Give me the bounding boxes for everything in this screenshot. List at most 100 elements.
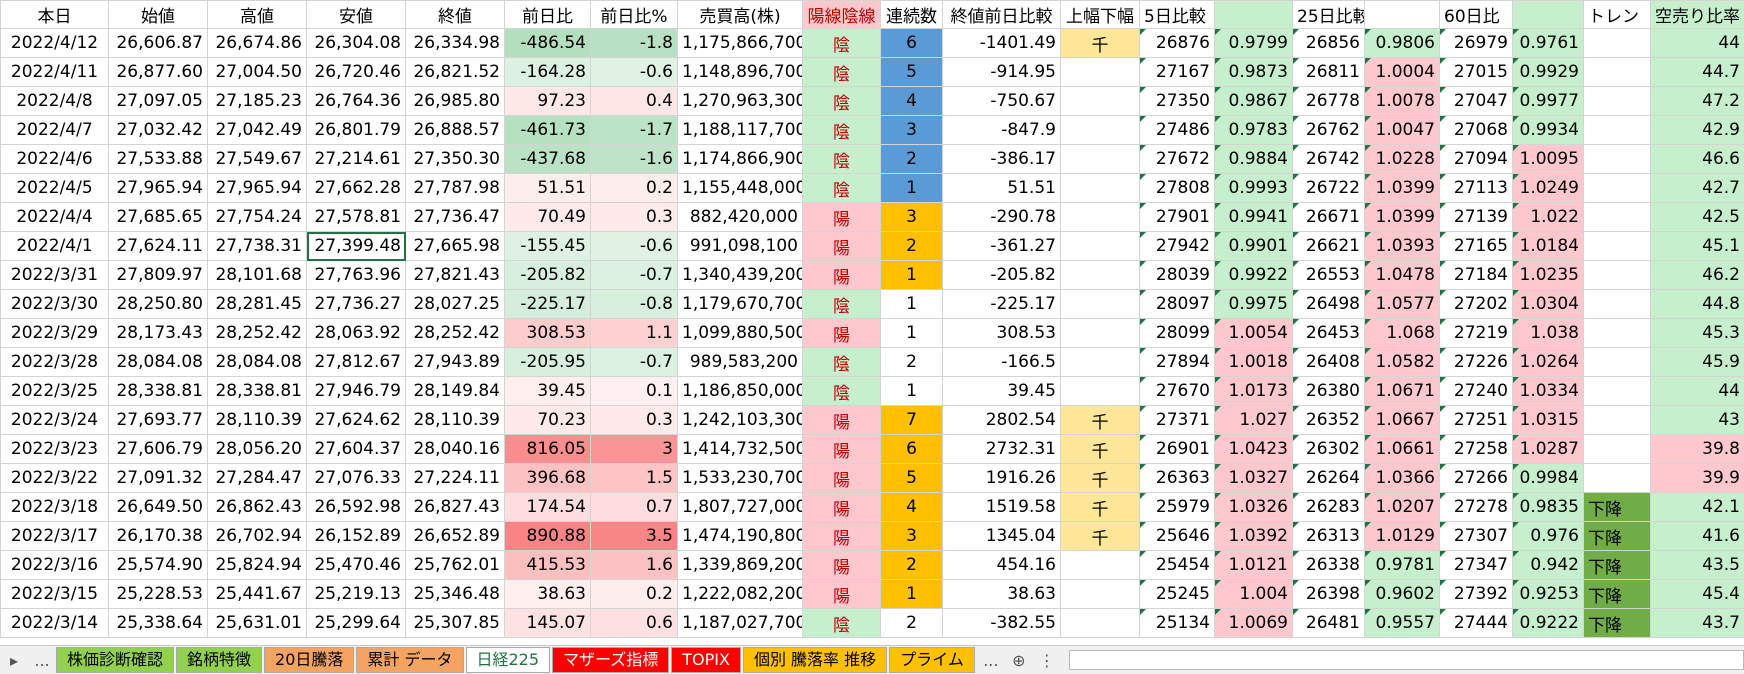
cell[interactable]: 26,152.89 [307, 522, 406, 551]
cell[interactable]: 44 [1651, 29, 1744, 58]
cell[interactable]: 1519.58 [943, 493, 1061, 522]
cell[interactable]: 27486 [1140, 116, 1215, 145]
cell[interactable]: 27,350.30 [406, 145, 505, 174]
cell[interactable]: 816.05 [505, 435, 591, 464]
cell[interactable]: 1.0326 [1215, 493, 1293, 522]
cell[interactable]: 1,175,866,700 [678, 29, 803, 58]
cell[interactable]: 1,339,869,200 [678, 551, 803, 580]
cell[interactable]: 3.5 [591, 522, 678, 551]
cell[interactable]: 2 [881, 551, 943, 580]
cell[interactable]: 0.9934 [1513, 116, 1584, 145]
cell[interactable] [1061, 232, 1140, 261]
cell[interactable]: -225.17 [505, 290, 591, 319]
cell[interactable]: 27,076.33 [307, 464, 406, 493]
cell[interactable]: 5 [881, 464, 943, 493]
cell[interactable]: 27113 [1440, 174, 1513, 203]
cell[interactable]: 28,338.81 [109, 377, 208, 406]
header-cell[interactable]: 5日比較 [1140, 1, 1215, 29]
cell[interactable]: 27,004.50 [208, 58, 307, 87]
header-cell[interactable]: 始値 [109, 1, 208, 29]
cell[interactable]: 27,787.98 [406, 174, 505, 203]
cell[interactable] [1584, 319, 1651, 348]
cell[interactable]: -750.67 [943, 87, 1061, 116]
cell[interactable] [1584, 348, 1651, 377]
cell[interactable]: 26338 [1293, 551, 1365, 580]
cell[interactable]: 27347 [1440, 551, 1513, 580]
cell[interactable]: 26,827.43 [406, 493, 505, 522]
cell[interactable]: -205.82 [505, 261, 591, 290]
cell[interactable]: 27307 [1440, 522, 1513, 551]
cell[interactable]: 25,219.13 [307, 580, 406, 609]
cell[interactable]: 1,174,866,900 [678, 145, 803, 174]
cell[interactable] [1584, 435, 1651, 464]
cell[interactable]: 26408 [1293, 348, 1365, 377]
header-cell[interactable]: 終値前日比較 [943, 1, 1061, 29]
cell[interactable]: 26302 [1293, 435, 1365, 464]
cell[interactable]: 0.9806 [1365, 29, 1440, 58]
cell[interactable]: 27,032.42 [109, 116, 208, 145]
cell[interactable]: 2 [881, 232, 943, 261]
header-cell[interactable]: 60日比 [1440, 1, 1513, 29]
cell[interactable] [1584, 58, 1651, 87]
cell[interactable]: 1,186,850,000 [678, 377, 803, 406]
cell[interactable]: 0.9977 [1513, 87, 1584, 116]
cell[interactable]: 3 [881, 116, 943, 145]
header-cell[interactable]: 前日比 [505, 1, 591, 29]
cell[interactable]: 27184 [1440, 261, 1513, 290]
cell[interactable]: 26,652.89 [406, 522, 505, 551]
cell[interactable]: 26979 [1440, 29, 1513, 58]
cell[interactable]: 45.9 [1651, 348, 1744, 377]
cell[interactable]: 27,763.96 [307, 261, 406, 290]
cell[interactable]: 1.0392 [1215, 522, 1293, 551]
cell[interactable]: 27,946.79 [307, 377, 406, 406]
cell[interactable]: 26,649.50 [109, 493, 208, 522]
cell[interactable]: 0.4 [591, 87, 678, 116]
cell[interactable]: 308.53 [505, 319, 591, 348]
cell[interactable]: -225.17 [943, 290, 1061, 319]
cell[interactable]: 陽 [803, 580, 881, 609]
cell[interactable]: 1.0399 [1365, 174, 1440, 203]
cell[interactable] [1584, 377, 1651, 406]
cell[interactable]: 1 [881, 174, 943, 203]
cell[interactable]: 陽 [803, 464, 881, 493]
cell[interactable]: 千 [1061, 406, 1140, 435]
cell[interactable]: 26742 [1293, 145, 1365, 174]
cell[interactable]: 25,762.01 [406, 551, 505, 580]
cell[interactable]: 38.63 [505, 580, 591, 609]
cell[interactable]: 27350 [1140, 87, 1215, 116]
cell[interactable]: 0.9884 [1215, 145, 1293, 174]
cell[interactable]: 2022/4/5 [1, 174, 109, 203]
cell[interactable]: 2022/4/12 [1, 29, 109, 58]
cell[interactable]: -155.45 [505, 232, 591, 261]
cell[interactable]: 27165 [1440, 232, 1513, 261]
cell[interactable]: 27,624.11 [109, 232, 208, 261]
cell[interactable]: 下降 [1584, 522, 1651, 551]
cell[interactable]: 26380 [1293, 377, 1365, 406]
cell[interactable]: 1.0078 [1365, 87, 1440, 116]
cell[interactable]: 1 [881, 319, 943, 348]
cell[interactable]: 0.7 [591, 493, 678, 522]
cell[interactable]: 991,098,100 [678, 232, 803, 261]
cell[interactable]: 1,414,732,500 [678, 435, 803, 464]
header-cell[interactable]: 本日 [1, 1, 109, 29]
cell[interactable]: 27094 [1440, 145, 1513, 174]
cell[interactable]: 26398 [1293, 580, 1365, 609]
cell[interactable]: 27139 [1440, 203, 1513, 232]
cell[interactable]: 27266 [1440, 464, 1513, 493]
cell[interactable]: 42.5 [1651, 203, 1744, 232]
cell[interactable]: 陰 [803, 145, 881, 174]
cell[interactable]: 陽 [803, 551, 881, 580]
cell[interactable]: 27,399.48 [307, 232, 406, 261]
cell[interactable]: 1,270,963,300 [678, 87, 803, 116]
cell[interactable]: 0.3 [591, 406, 678, 435]
sheet-tab[interactable]: プライム [889, 647, 975, 673]
cell[interactable]: 26,801.79 [307, 116, 406, 145]
cell[interactable]: 27,624.62 [307, 406, 406, 435]
cell[interactable]: 26313 [1293, 522, 1365, 551]
cell[interactable]: 下降 [1584, 551, 1651, 580]
cell[interactable]: 28,173.43 [109, 319, 208, 348]
cell[interactable]: 47.2 [1651, 87, 1744, 116]
header-cell[interactable]: 空売り比率 [1651, 1, 1744, 29]
cell[interactable]: 27,042.49 [208, 116, 307, 145]
cell[interactable]: 27167 [1140, 58, 1215, 87]
